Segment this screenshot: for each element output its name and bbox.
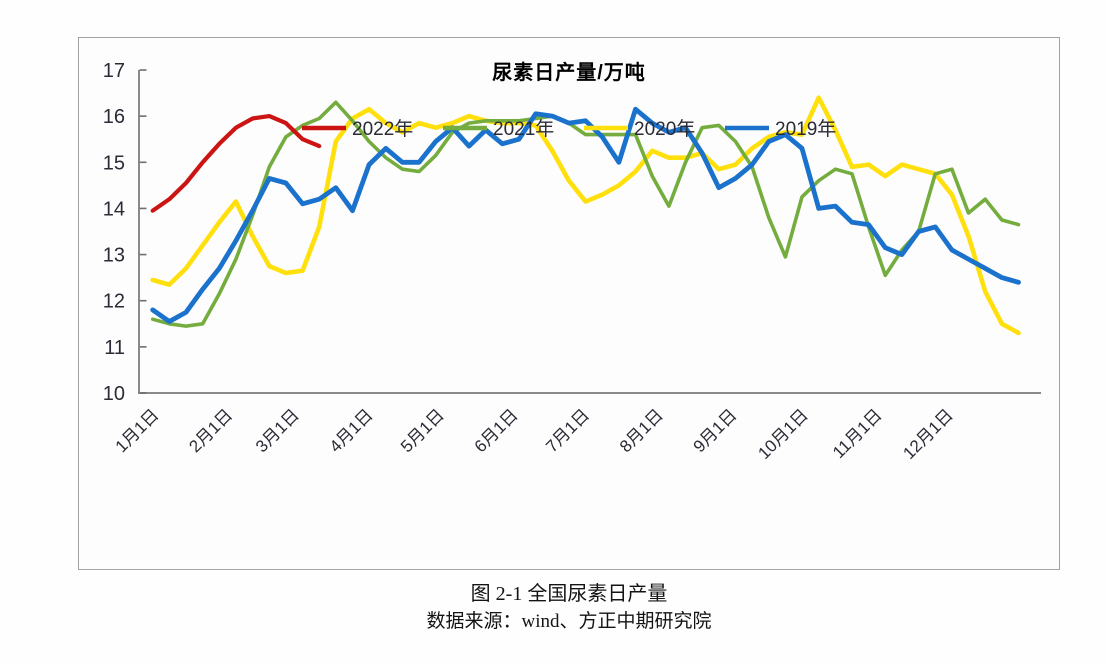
figure-source: 数据来源：wind、方正中期研究院 xyxy=(426,611,712,632)
y-tick-label: 11 xyxy=(104,337,125,359)
axes xyxy=(138,70,1041,394)
y-axis: 10 11 12 13 14 15 16 17 xyxy=(103,60,147,405)
x-tick-label: 6月1日 xyxy=(471,405,522,456)
x-tick-label: 12月1日 xyxy=(899,405,957,463)
x-tick-label: 7月1日 xyxy=(542,405,593,456)
x-tick-label: 9月1日 xyxy=(690,405,741,456)
legend-label: 2021年 xyxy=(493,118,554,140)
series-line-2019年 xyxy=(150,106,1021,324)
figure-caption-block: 图 2-1 全国尿素日产量 数据来源：wind、方正中期研究院 xyxy=(78,580,1060,636)
series-line-2021年 xyxy=(150,100,1021,328)
y-tick-label: 16 xyxy=(103,106,125,128)
x-tick-label: 1月1日 xyxy=(112,405,163,456)
urea-daily-output-line-chart: 10 11 12 13 14 15 16 17 1月1日 2月1日 3月1日 4月1日 5月1日 6月1日… xyxy=(103,60,1041,463)
x-tick-label: 8月1日 xyxy=(616,405,667,456)
x-tick-label: 10月1日 xyxy=(754,405,812,463)
y-tick-label: 14 xyxy=(103,198,125,220)
x-tick-label: 5月1日 xyxy=(397,405,448,456)
y-tick-label: 13 xyxy=(103,245,125,267)
series-line-2020年 xyxy=(150,95,1021,336)
legend: 2022年 2021年 2020年 2019年 xyxy=(302,118,836,140)
chart-figure: 尿素日产量/万吨 10 11 12 13 14 15 16 17 1月1日 2月1日 3月1日 4月1… xyxy=(78,37,1060,570)
x-axis: 1月1日 2月1日 3月1日 4月1日 5月1日 6月1日 7月1日 8月1日 9月1日 10月1… xyxy=(112,405,957,463)
x-tick-label: 3月1日 xyxy=(252,405,303,456)
legend-label: 2019年 xyxy=(775,118,836,140)
y-tick-label: 15 xyxy=(103,152,125,174)
legend-label: 2020年 xyxy=(634,118,695,140)
legend-label: 2022年 xyxy=(352,118,413,140)
x-tick-label: 4月1日 xyxy=(326,405,377,456)
x-tick-label: 2月1日 xyxy=(185,405,236,456)
legend-item-2021年: 2021年 xyxy=(443,118,554,140)
y-tick-label: 10 xyxy=(103,383,125,405)
y-tick-label: 17 xyxy=(103,60,125,82)
legend-item-2022年: 2022年 xyxy=(302,118,413,140)
figure-caption: 图 2-1 全国尿素日产量 xyxy=(470,583,668,605)
y-tick-label: 12 xyxy=(103,291,125,313)
series-line-2022年 xyxy=(150,113,322,213)
legend-item-2020年: 2020年 xyxy=(584,118,695,140)
x-tick-label: 11月1日 xyxy=(829,405,886,462)
legend-item-2019年: 2019年 xyxy=(725,118,836,140)
